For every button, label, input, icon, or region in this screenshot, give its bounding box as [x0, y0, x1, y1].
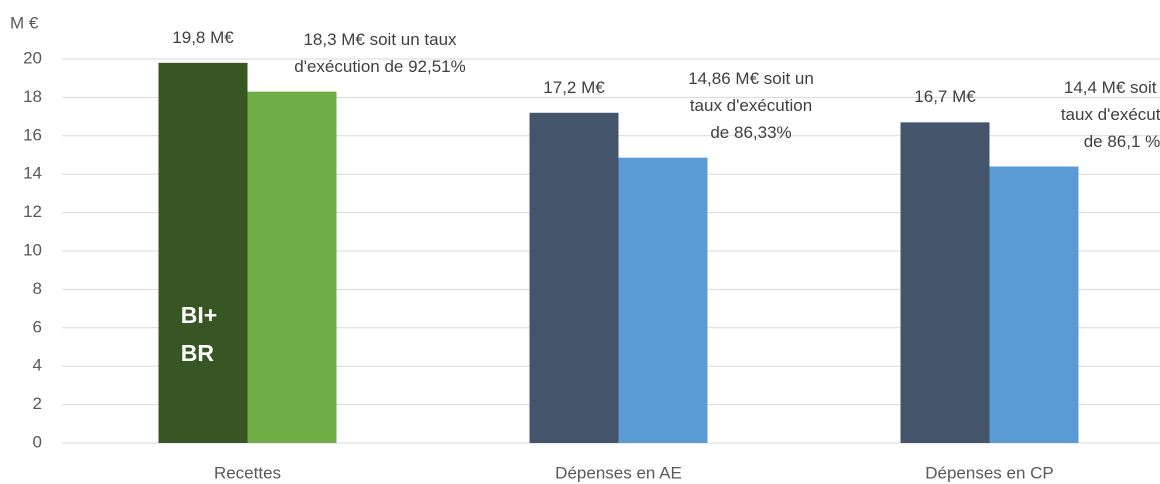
data-label: 18,3 M€ soit un taux d'exécution de 92,5… — [294, 29, 466, 76]
x-tick-label: Recettes — [214, 463, 281, 482]
bar — [158, 62, 248, 444]
y-tick-label: 8 — [33, 279, 42, 298]
y-axis-label: M € — [10, 13, 39, 32]
x-tick-label: Dépenses en CP — [925, 463, 1054, 482]
bar — [900, 122, 990, 444]
y-tick-label: 16 — [23, 125, 42, 144]
y-tick-label: 14 — [23, 164, 42, 183]
y-tick-label: 0 — [33, 432, 42, 451]
bar — [247, 91, 337, 443]
data-label: 19,8 M€ — [172, 27, 234, 47]
data-label: 16,7 M€ — [914, 87, 976, 107]
bar — [529, 112, 619, 443]
y-tick-label: 12 — [23, 202, 42, 221]
bar — [618, 157, 708, 444]
data-label: 14,86 M€ soit un taux d'exécution de 86,… — [688, 68, 814, 142]
y-tick-label: 2 — [33, 394, 42, 413]
bar — [989, 166, 1079, 443]
bar-annotation: BI+ BR — [180, 302, 218, 366]
x-tick-label: Dépenses en AE — [555, 463, 682, 482]
y-tick-label: 10 — [23, 240, 42, 259]
data-label: 14,4 M€ soit un taux d'exécution de 86,1… — [1060, 77, 1160, 151]
y-tick-label: 18 — [23, 87, 42, 106]
y-tick-label: 20 — [23, 48, 42, 67]
y-tick-label: 6 — [33, 317, 42, 336]
y-tick-label: 4 — [33, 356, 42, 375]
data-label: 17,2 M€ — [543, 77, 605, 97]
